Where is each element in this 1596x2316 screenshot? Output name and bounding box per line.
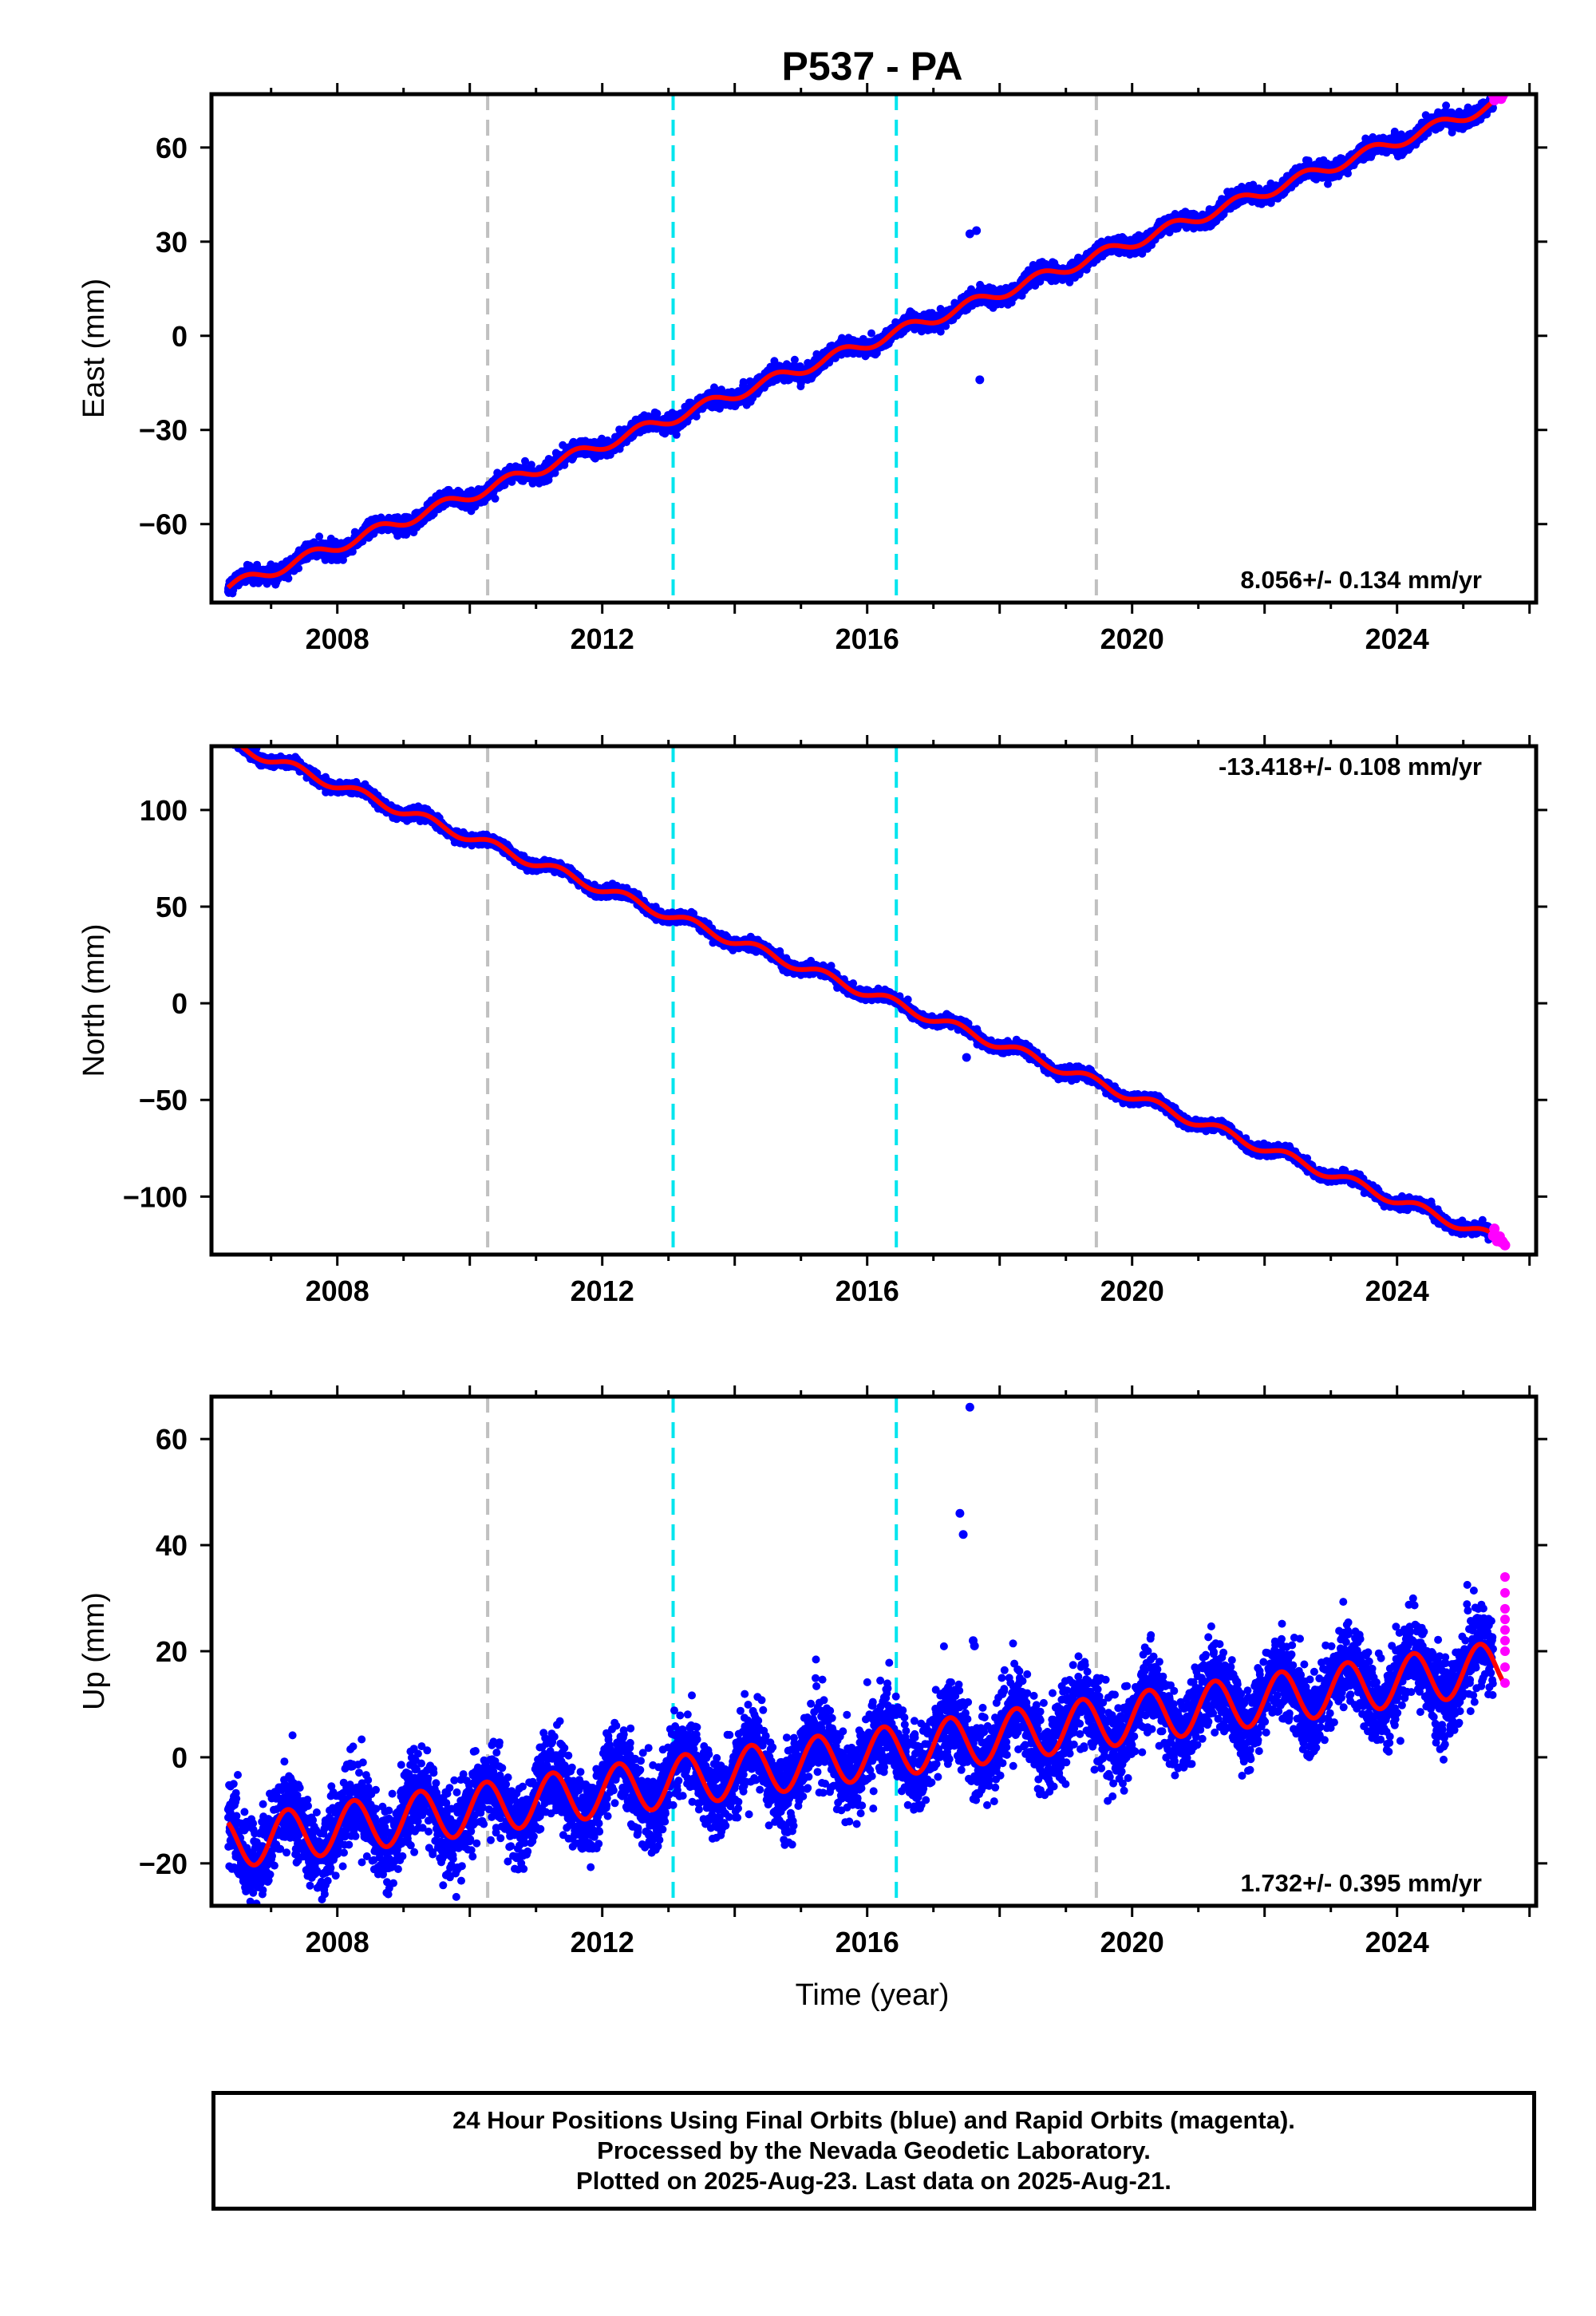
data-point	[294, 564, 303, 573]
data-point	[672, 430, 681, 439]
data-point	[653, 409, 662, 418]
data-point	[315, 532, 324, 541]
data-point	[521, 456, 529, 465]
data-point	[491, 494, 500, 503]
data-point	[284, 574, 293, 583]
plot-area	[223, 94, 1510, 603]
data-point	[790, 355, 799, 364]
data-point	[527, 460, 535, 469]
data-point	[692, 412, 701, 421]
chart-title: P537 - PA	[782, 44, 963, 89]
